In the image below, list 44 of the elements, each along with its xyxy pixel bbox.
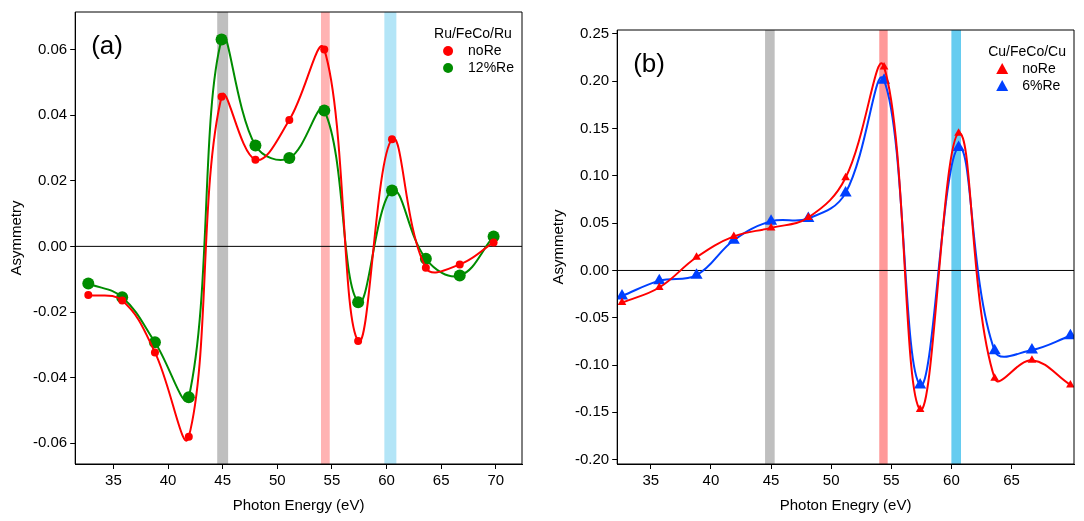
x-tick-label: 40 [702,471,720,489]
y-tick-label: 0.06 [37,39,68,57]
y-tick-label: -0.06 [32,433,68,451]
x-tick-label: 45 [214,471,232,489]
y-tick-label: 0.00 [37,236,68,254]
y-tick-label: 0.04 [37,105,68,123]
y-axis-title: Asymmetry [7,200,25,276]
legend-label: noRe [468,41,502,58]
x-tick-label: 65 [432,471,450,489]
annotation: (b) [633,48,665,79]
x-tick-label: 50 [822,471,840,489]
x-tick-label: 50 [268,471,286,489]
x-tick-label: 55 [323,471,341,489]
x-tick-label: 65 [1003,471,1020,489]
y-tick-label: -0.05 [574,307,610,325]
x-tick-label: 45 [762,471,780,489]
y-tick-label: 0.20 [579,71,610,89]
legend-label: 6%Re [1022,76,1061,93]
y-tick-label: -0.10 [574,355,610,373]
x-tick-label: 70 [487,471,505,489]
y-tick-label: -0.15 [574,402,610,420]
y-tick-label: -0.20 [574,449,610,467]
y-tick-label: 0.10 [579,166,610,184]
x-tick-label: 55 [882,471,900,489]
x-tick-label: 40 [159,471,177,489]
x-axis-title: Photon Enegry (eV) [779,496,912,514]
x-tick-label: 35 [105,471,122,489]
legend-label: noRe [1022,59,1056,76]
y-tick-label: 0.05 [579,213,610,231]
x-axis-title: Photon Energy (eV) [232,496,365,514]
y-tick-label: -0.04 [32,367,68,385]
x-tick-label: 60 [943,471,960,489]
y-tick-label: 0.02 [37,170,68,188]
legend-title: Cu/FeCo/Cu [988,42,1067,59]
x-tick-label: 35 [642,471,660,489]
y-tick-label: -0.02 [32,302,68,320]
legend-label: 12%Re [468,58,515,75]
y-axis-title: Asymmetry [549,209,567,285]
legend-title: Ru/FeCo/Ru [434,24,512,41]
y-tick-label: 0.00 [579,260,610,278]
x-tick-label: 60 [378,471,395,489]
y-tick-label: 0.15 [579,118,610,136]
annotation: (a) [91,30,123,61]
y-tick-label: 0.25 [579,24,610,42]
